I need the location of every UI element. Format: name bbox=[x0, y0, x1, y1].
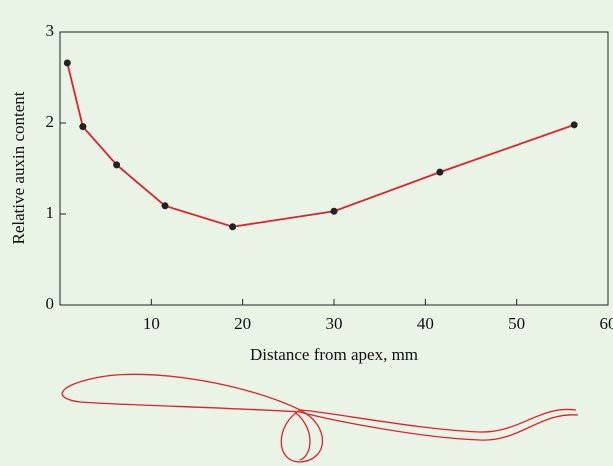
y-tick-label: 2 bbox=[46, 112, 55, 131]
data-point bbox=[330, 207, 338, 215]
x-tick-label: 10 bbox=[143, 314, 160, 333]
data-point bbox=[570, 121, 578, 129]
x-tick-label: 50 bbox=[508, 314, 525, 333]
data-line bbox=[66, 62, 575, 228]
data-point bbox=[161, 202, 169, 210]
y-tick-label: 0 bbox=[46, 294, 55, 313]
x-tick-label: 30 bbox=[326, 314, 343, 333]
data-point bbox=[63, 59, 71, 67]
x-tick-label: 60 bbox=[600, 314, 613, 333]
data-point bbox=[113, 161, 121, 169]
x-tick-label: 40 bbox=[417, 314, 434, 333]
plot-frame bbox=[59, 31, 609, 306]
y-axis-label: Relative auxin content bbox=[9, 91, 28, 244]
data-point bbox=[436, 168, 444, 176]
x-axis-label: Distance from apex, mm bbox=[250, 345, 418, 364]
data-point bbox=[79, 123, 87, 131]
x-tick-label: 20 bbox=[234, 314, 251, 333]
y-tick-label: 3 bbox=[46, 21, 55, 40]
y-tick-label: 1 bbox=[46, 203, 55, 222]
data-point bbox=[229, 223, 237, 231]
root-drawing bbox=[61, 373, 579, 463]
